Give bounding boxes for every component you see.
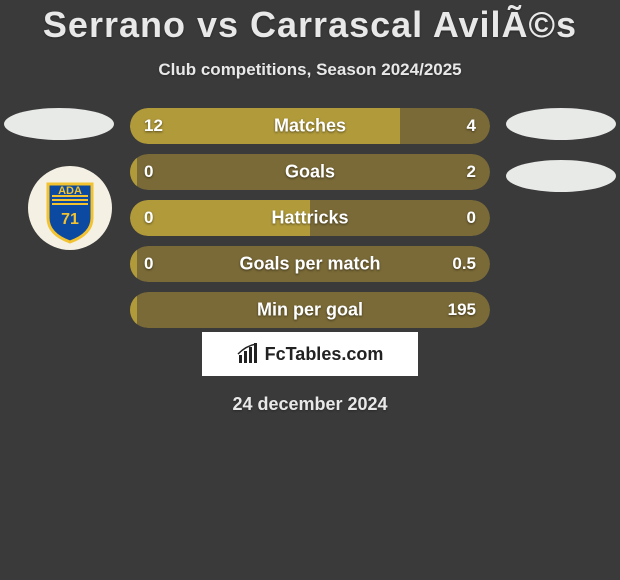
bar-fill-left: [130, 246, 137, 282]
subtitle: Club competitions, Season 2024/2025: [0, 60, 620, 80]
placeholder-ellipse-left: [4, 108, 114, 140]
stat-value-right: 0: [467, 208, 476, 228]
placeholder-ellipse-right-1: [506, 108, 616, 140]
svg-text:71: 71: [61, 211, 79, 228]
stat-value-left: 0: [144, 162, 153, 182]
placeholder-ellipse-right-2: [506, 160, 616, 192]
stat-row: 0 Goals per match 0.5: [130, 246, 490, 282]
stat-row: 0 Goals 2: [130, 154, 490, 190]
stat-row: Min per goal 195: [130, 292, 490, 328]
chart-icon: [237, 343, 259, 365]
bar-fill-left: [130, 108, 400, 144]
branding-text: FcTables.com: [265, 344, 384, 365]
stat-value-left: 12: [144, 116, 163, 136]
stat-row: 0 Hattricks 0: [130, 200, 490, 236]
stat-label: Matches: [274, 116, 346, 137]
stat-row: 12 Matches 4: [130, 108, 490, 144]
stat-value-right: 0.5: [452, 254, 476, 274]
stat-bars: 12 Matches 4 0 Goals 2 0 Hattricks 0 0 Goals per m…: [130, 108, 490, 338]
svg-text:ADA: ADA: [58, 185, 82, 197]
stat-value-right: 2: [467, 162, 476, 182]
ada-logo-icon: ADA 71: [28, 166, 112, 250]
stat-value-right: 195: [448, 300, 476, 320]
bar-fill-left: [130, 154, 137, 190]
stat-value-left: 0: [144, 254, 153, 274]
team-logo-left: ADA 71: [28, 166, 112, 250]
stat-label: Min per goal: [257, 300, 363, 321]
stat-value-left: 0: [144, 208, 153, 228]
page-title: Serrano vs Carrascal AvilÃ©s: [0, 0, 620, 46]
stat-label: Goals: [285, 162, 335, 183]
stat-label: Goals per match: [239, 254, 380, 275]
branding-box: FcTables.com: [202, 332, 418, 376]
date-text: 24 december 2024: [0, 394, 620, 415]
bar-fill-left: [130, 292, 137, 328]
infographic-container: Serrano vs Carrascal AvilÃ©s Club compet…: [0, 0, 620, 415]
stat-label: Hattricks: [271, 208, 348, 229]
stat-value-right: 4: [467, 116, 476, 136]
